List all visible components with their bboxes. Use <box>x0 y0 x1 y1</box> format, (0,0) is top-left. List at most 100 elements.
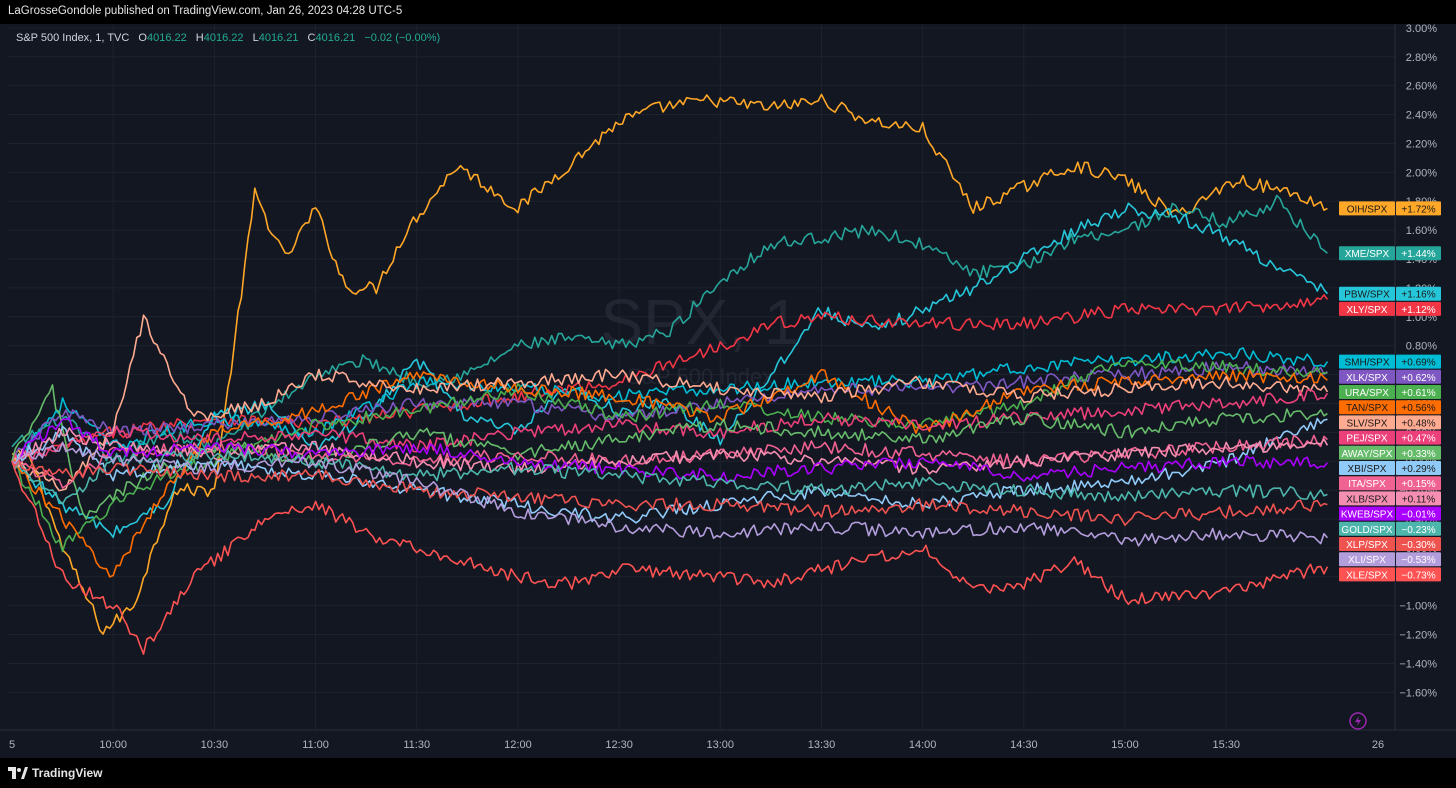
series-label-name: GOLD/SPX <box>1341 525 1392 536</box>
price-tick-label: 1.60% <box>1406 225 1437 237</box>
series-label-value: +0.69% <box>1401 358 1435 369</box>
series-label-name-bg <box>1339 552 1395 567</box>
top-bar: LaGrosseGondole published on TradingView… <box>0 0 1456 24</box>
series-label-value-bg <box>1396 521 1441 536</box>
series-line <box>11 194 1328 465</box>
ohlc-legend[interactable]: S&P 500 Index, 1, TVC O4016.22 H4016.22 … <box>16 32 440 44</box>
series-label-name: AWAY/SPX <box>1342 449 1393 460</box>
price-tick-label: 3.00% <box>1406 24 1437 35</box>
legend-close-label: C <box>307 32 316 44</box>
series-label-value-bg <box>1396 385 1441 399</box>
series-label: XLE/SPX −0.73% <box>1339 567 1441 582</box>
price-tick-label: 2.00% <box>1406 167 1437 179</box>
series-label-name: XME/SPX <box>1345 249 1390 260</box>
time-tick-label: 5 <box>9 739 15 751</box>
series-label-name: XBI/SPX <box>1348 464 1387 475</box>
price-tick-label: −1.60% <box>1399 687 1437 699</box>
time-axis[interactable]: 5 10:00 10:30 11:00 11:30 12:00 12:30 13:00 13:3… <box>0 729 1456 751</box>
series-label-value-bg <box>1396 491 1441 506</box>
series-label-name: URA/SPX <box>1345 388 1389 399</box>
series-label-name: KWEB/SPX <box>1341 510 1394 521</box>
legend-open-label: O <box>138 32 147 44</box>
legend-high-value: 4016.22 <box>203 32 244 44</box>
series-label-name: TAN/SPX <box>1346 403 1388 414</box>
series-label-value: +0.15% <box>1401 479 1435 490</box>
time-tick-label: 11:30 <box>403 739 430 751</box>
time-tick-label: 10:30 <box>201 739 229 751</box>
series-label-value: +0.11% <box>1402 494 1436 505</box>
series-label-name-bg <box>1339 430 1395 445</box>
series-line <box>11 314 1329 492</box>
series-label: XBI/SPX +0.29% <box>1339 461 1441 475</box>
series-label-name: XLP/SPX <box>1346 540 1388 551</box>
series-label: SMH/SPX +0.69% <box>1339 354 1441 369</box>
series-label-value-bg <box>1396 476 1441 491</box>
series-label-name-bg <box>1339 491 1395 506</box>
price-tick-label: 2.20% <box>1406 138 1437 150</box>
series-label-value-bg <box>1396 369 1441 384</box>
series-label-value: −0.73% <box>1401 570 1435 581</box>
series-label-value-bg <box>1396 552 1441 567</box>
series-label-value: +0.62% <box>1401 373 1435 384</box>
series-label-value: +0.56% <box>1401 403 1435 414</box>
series-label-name-bg <box>1339 400 1395 415</box>
time-tick-label: 14:30 <box>1010 739 1038 751</box>
series-line <box>11 417 1329 483</box>
series-label-name-bg <box>1339 286 1395 301</box>
lightning-icon[interactable] <box>1349 712 1367 730</box>
price-tick-label: 2.40% <box>1406 110 1437 122</box>
series-label: SLV/SPX +0.48% <box>1339 415 1441 430</box>
series-label: PBW/SPX +1.16% <box>1339 286 1441 301</box>
bottom-bar: TradingView <box>0 758 1456 788</box>
series-label-value: +1.44% <box>1401 249 1435 260</box>
series-label-value-bg <box>1396 506 1441 521</box>
series-label: XLP/SPX −0.30% <box>1339 537 1441 551</box>
series-label-name-bg <box>1339 415 1395 430</box>
series-label-value-bg <box>1396 286 1441 301</box>
series-label-name-bg <box>1339 521 1395 536</box>
series-line <box>11 460 1329 655</box>
time-tick-label: 14:00 <box>909 739 937 751</box>
series-label-name: XLE/SPX <box>1346 570 1388 581</box>
series-label-value: −0.30% <box>1401 540 1435 551</box>
chart-area[interactable]: SPX, 1 S&P 500 Index 3.00% 2.80% 2.60% 2.40… <box>0 24 1456 758</box>
series-label-name-bg <box>1339 461 1395 475</box>
series-label-name: SMH/SPX <box>1344 358 1389 369</box>
series-label-value: +1.12% <box>1401 305 1435 316</box>
series-label-value-bg <box>1396 301 1441 316</box>
time-tick-label: 15:00 <box>1111 739 1139 751</box>
series-label: URA/SPX +0.61% <box>1339 385 1441 399</box>
price-tick-label: −1.40% <box>1399 658 1437 670</box>
series-label-name: XLI/SPX <box>1348 555 1386 566</box>
series-label-name: XLY/SPX <box>1347 305 1388 316</box>
time-tick-label: 13:30 <box>808 739 836 751</box>
series-label-name: OIH/SPX <box>1347 204 1388 215</box>
series-label-name-bg <box>1339 385 1395 399</box>
series-label-value-bg <box>1396 201 1441 216</box>
series-label-name: ITA/SPX <box>1348 479 1386 490</box>
tradingview-logo[interactable]: TradingView <box>8 766 102 780</box>
time-tick-label: 12:00 <box>504 739 532 751</box>
series-label-value-bg <box>1396 415 1441 430</box>
series-line <box>11 358 1328 553</box>
series-line <box>11 294 1329 462</box>
series-label-value-bg <box>1396 537 1441 551</box>
series-label-value-bg <box>1396 246 1441 261</box>
time-tick-label: 13:00 <box>707 739 735 751</box>
series-label-value: +0.33% <box>1401 449 1435 460</box>
tradingview-logo-text: TradingView <box>32 766 103 780</box>
series-label-name-bg <box>1339 476 1395 491</box>
series-line <box>11 93 1328 635</box>
series-label-name-bg <box>1339 445 1395 460</box>
series-label-name-bg <box>1339 201 1395 216</box>
series-label: KWEB/SPX −0.01% <box>1339 506 1441 521</box>
series-label-value-bg <box>1396 461 1441 475</box>
series-label-name: PEJ/SPX <box>1346 434 1387 445</box>
legend-low-label: L <box>252 32 259 44</box>
chart-svg[interactable]: SPX, 1 S&P 500 Index 3.00%2.80%2.60%2.40… <box>0 24 1456 758</box>
series-label-name: XLK/SPX <box>1346 373 1388 384</box>
series-label-name: PBW/SPX <box>1344 290 1390 301</box>
price-tick-label: 0.80% <box>1406 341 1437 353</box>
legend-high-label: H <box>195 32 204 44</box>
series-line <box>11 448 1328 505</box>
